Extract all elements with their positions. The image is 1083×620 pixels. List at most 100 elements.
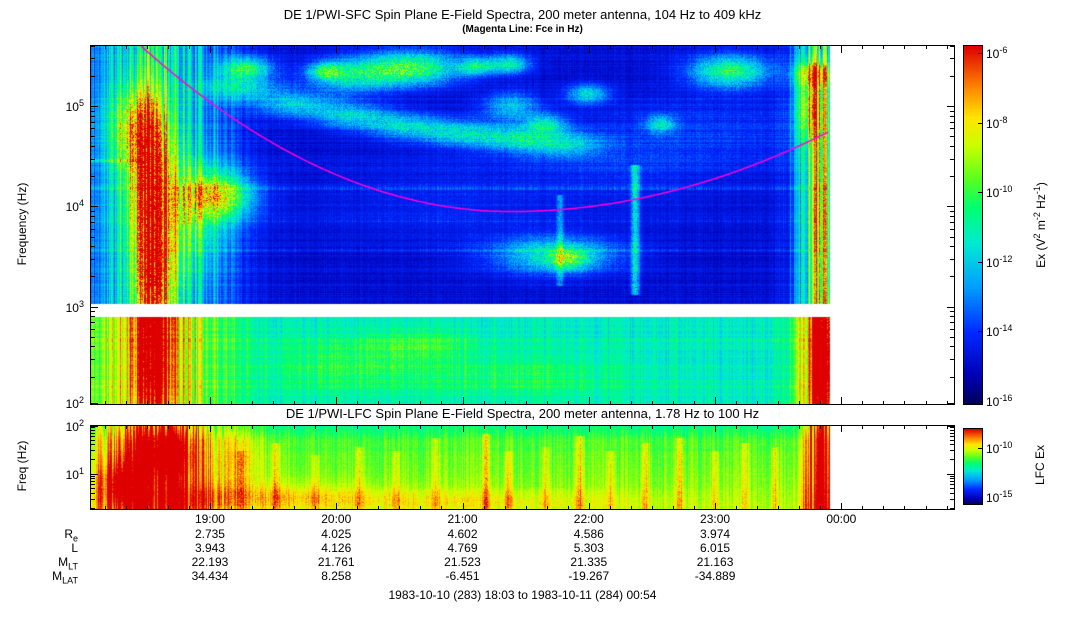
ephemeris-value: -6.451 [445,569,480,583]
ephemeris-value: 6.015 [700,541,731,555]
y-minor-tick [950,276,954,278]
lfc-colorbar-label: LFC Ex [1033,445,1047,486]
x-minor-tick [483,46,485,49]
sfc-colorbar-label: Ex (V2 m-2 Hz-1) [1032,182,1048,268]
y-minor-tick [950,336,954,338]
x-minor-tick [125,46,127,49]
lfc-colorbar [963,428,983,505]
x-minor-tick [651,401,653,404]
x-minor-tick [315,401,317,404]
y-minor-tick [91,45,95,47]
y-minor-tick [91,121,95,123]
x-minor-tick [483,401,485,404]
x-minor-tick [378,426,380,429]
y-minor-tick [91,236,95,238]
x-minor-tick [188,401,190,404]
x-tick [588,397,590,404]
x-minor-tick [104,506,106,509]
y-tick [91,403,98,404]
y-minor-tick [950,76,954,78]
x-minor-tick [672,426,674,429]
y-minor-tick [91,210,95,212]
colorbar-tick-label: 10-16 [986,393,1013,409]
colorbar-tick [978,192,982,194]
y-minor-tick [950,311,954,313]
ephemeris-value: 34.434 [191,569,229,583]
colorbar-tick-label: 10-6 [986,45,1008,61]
ephemeris-value: -34.889 [694,569,736,583]
y-minor-tick [950,258,954,260]
y-minor-tick [950,221,954,223]
colorbar-tick-label: 10-14 [986,323,1013,340]
x-minor-tick [651,46,653,49]
y-minor-tick [950,484,954,486]
x-tick [462,503,464,509]
x-tick-label: 19:00 [194,512,225,526]
y-minor-tick [91,475,95,477]
y-minor-tick [91,481,95,483]
x-minor-tick [125,506,127,509]
y-minor-tick [91,427,95,429]
x-minor-tick [231,506,232,509]
y-minor-tick [91,484,95,486]
x-tick [336,397,338,404]
x-minor-tick [420,401,422,404]
x-minor-tick [925,46,927,49]
y-minor-tick [91,429,95,431]
x-minor-tick [672,401,674,404]
y-minor-tick [91,328,95,330]
x-minor-tick [252,426,254,429]
x-tick [841,397,843,404]
x-minor-tick [525,506,527,509]
x-minor-tick [904,506,906,509]
x-tick [841,426,843,432]
x-minor-tick [273,401,275,404]
x-minor-tick [378,401,380,404]
date-range-caption: 1983-10-10 (283) 18:03 to 1983-10-11 (28… [388,588,657,602]
x-minor-tick [799,401,801,404]
x-minor-tick [609,46,611,49]
y-minor-tick [950,429,954,431]
x-minor-tick [315,426,317,429]
y-minor-tick [950,492,954,494]
x-minor-tick [504,506,506,509]
y-minor-tick [91,492,95,494]
y-minor-tick [91,221,95,223]
y-minor-tick [91,358,95,360]
y-minor-tick [91,311,95,313]
x-tick-label: 23:00 [700,512,731,526]
x-minor-tick [946,426,948,429]
x-minor-tick [294,506,296,509]
ephemeris-value: 4.126 [321,541,352,555]
x-minor-tick [188,46,190,49]
y-minor-tick [91,444,95,446]
y-minor-tick [950,435,954,437]
x-minor-tick [104,401,106,404]
y-tick-label: 103 [65,298,84,315]
y-minor-tick [950,444,954,446]
x-minor-tick [820,506,822,509]
y-minor-tick [950,458,954,460]
x-tick [715,46,717,53]
y-minor-tick [91,439,95,441]
sfc-title: DE 1/PWI-SFC Spin Plane E-Field Spectra,… [283,7,762,22]
x-tick [841,46,843,53]
x-minor-tick [104,426,106,429]
x-minor-tick [609,401,611,404]
y-tick-label: 102 [65,395,84,411]
y-tick [947,306,954,308]
y-minor-tick [950,128,954,130]
x-minor-tick [441,401,443,404]
x-tick [209,426,211,432]
y-minor-tick [950,236,954,238]
x-minor-tick [778,46,780,49]
y-minor-tick [91,258,95,260]
ephemeris-value: 2.735 [194,527,225,541]
x-minor-tick [651,426,653,429]
ephemeris-value: 8.258 [321,569,352,583]
ephemeris-value: 4.586 [573,527,604,541]
x-minor-tick [757,506,759,509]
y-minor-tick [91,228,95,230]
y-minor-tick [950,316,954,318]
